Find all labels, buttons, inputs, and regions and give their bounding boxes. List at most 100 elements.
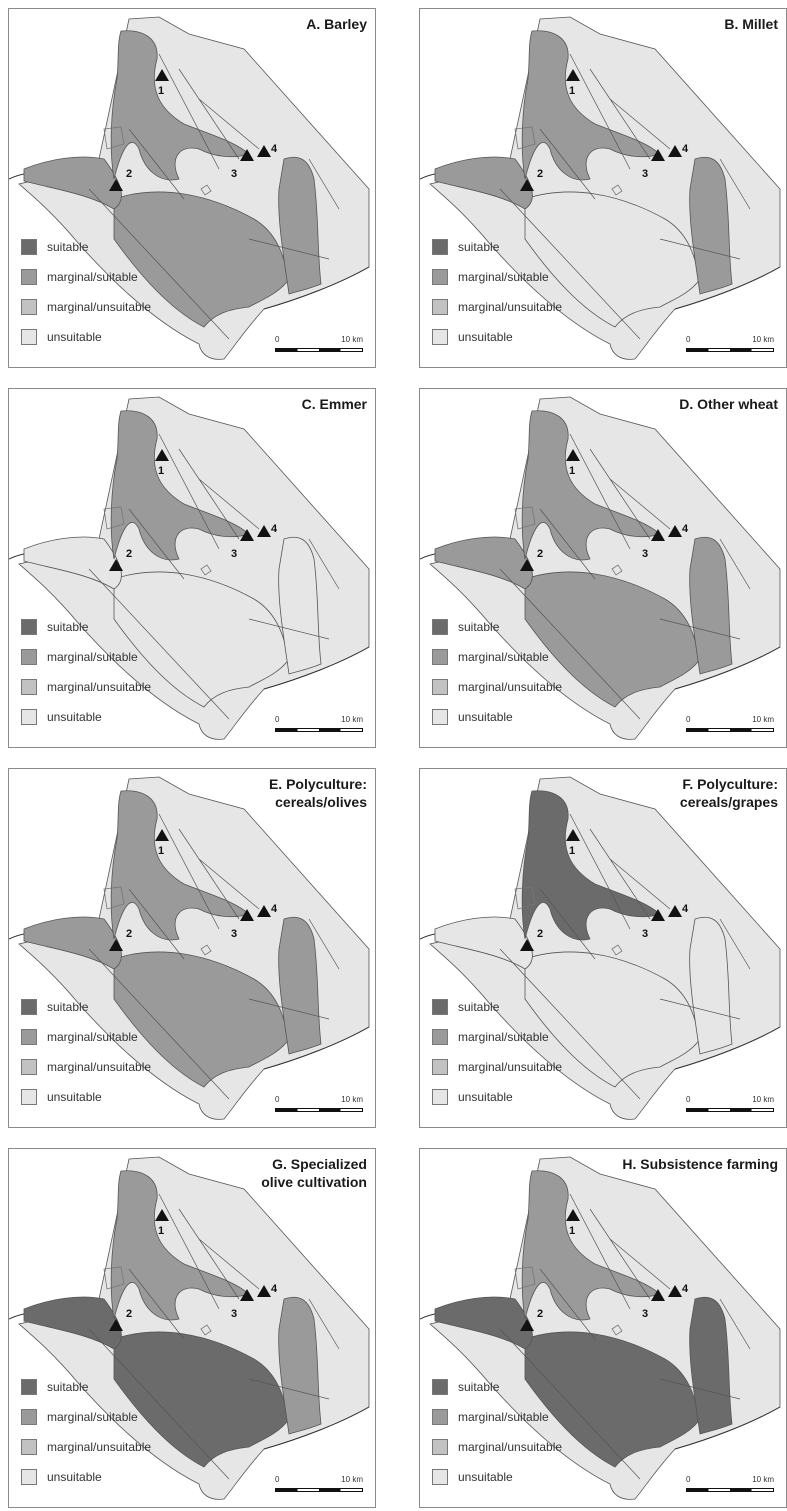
site-1-marker: 1 — [566, 1209, 580, 1237]
scale-max-label: 10 km — [752, 335, 774, 344]
scale-bar-graphic — [275, 1488, 363, 1492]
legend-label: suitable — [458, 1000, 500, 1014]
legend-label: unsuitable — [458, 1090, 513, 1104]
plain-zone — [524, 571, 701, 708]
legend-label: unsuitable — [47, 330, 102, 344]
site-1-label: 1 — [158, 845, 164, 857]
legend-swatch — [21, 1409, 37, 1425]
legend-label: suitable — [47, 1000, 89, 1014]
site-3-marker: 3 — [642, 909, 665, 940]
site-4-marker: 4 — [257, 523, 278, 537]
lagoon-feature — [103, 126, 125, 150]
southern-coastline — [674, 266, 781, 310]
scale-max-label: 10 km — [341, 715, 363, 724]
north-zone — [521, 410, 661, 561]
legend-label: unsuitable — [47, 1470, 102, 1484]
panel-title: A. Barley — [306, 16, 367, 32]
scale-bar-graphic — [686, 1488, 774, 1492]
legend-swatch — [432, 1409, 448, 1425]
site-1-marker: 1 — [155, 449, 169, 477]
north-zone — [110, 790, 250, 941]
legend-label: marginal/suitable — [458, 650, 549, 664]
legend-swatch — [21, 679, 37, 695]
scale-bar-graphic — [686, 1108, 774, 1112]
east-zone — [689, 916, 733, 1055]
map-panel-c: 1 2 3 4 C. Emmer suitable marginal/suita… — [8, 388, 376, 748]
legend-swatch — [21, 709, 37, 725]
scale-zero-label: 0 — [686, 335, 691, 344]
map-svg: 1 2 3 4 — [420, 16, 781, 360]
map-svg: 1 2 3 4 — [9, 16, 370, 360]
map-svg: 1 2 3 4 — [9, 776, 370, 1120]
site-1-label: 1 — [158, 1225, 164, 1237]
map-panel-f: 1 2 3 4 F. Polyculture: cereals/grapes s… — [419, 768, 787, 1128]
site-4-marker: 4 — [257, 903, 278, 917]
site-4-marker: 4 — [257, 1283, 278, 1297]
southern-coastline — [674, 1406, 781, 1450]
map-panel-d: 1 2 3 4 D. Other wheat suitable marginal… — [419, 388, 787, 748]
site-4-label: 4 — [682, 143, 689, 155]
site-2-marker: 2 — [520, 928, 543, 951]
legend-swatch — [432, 329, 448, 345]
legend-swatch — [21, 329, 37, 345]
scale-zero-label: 0 — [686, 1475, 691, 1484]
legend-swatch — [432, 269, 448, 285]
legend-label: marginal/unsuitable — [458, 300, 563, 314]
east-zone — [278, 156, 322, 295]
lagoon-feature — [103, 506, 125, 530]
lagoon-feature — [103, 1266, 125, 1290]
site-4-label: 4 — [682, 523, 689, 535]
legend-label: marginal/unsuitable — [47, 300, 152, 314]
legend-label: unsuitable — [458, 710, 513, 724]
southern-coastline — [674, 1026, 781, 1070]
north-zone — [110, 410, 250, 561]
scale-max-label: 10 km — [341, 335, 363, 344]
site-2-marker: 2 — [520, 168, 543, 191]
east-zone — [278, 1296, 322, 1435]
panel-title: G. Specialized olive cultivation — [261, 1156, 367, 1190]
site-1-label: 1 — [569, 85, 575, 97]
north-zone — [110, 30, 250, 181]
site-3-label: 3 — [231, 168, 237, 180]
scale-zero-label: 0 — [275, 715, 280, 724]
site-2-label: 2 — [537, 928, 543, 940]
scale-zero-label: 0 — [275, 1095, 280, 1104]
map-panel-a: 1 2 3 4 A. Barley suitable marginal/suit… — [8, 8, 376, 368]
legend-swatch — [432, 1379, 448, 1395]
scale-bar: 0 10 km — [275, 1475, 363, 1497]
scale-max-label: 10 km — [341, 1475, 363, 1484]
site-2-label: 2 — [537, 168, 543, 180]
drainage-lines — [88, 813, 340, 1100]
map-svg: 1 2 3 4 — [420, 776, 781, 1120]
scale-bar-graphic — [275, 348, 363, 352]
panel-title: E. Polyculture: cereals/olives — [268, 776, 367, 810]
legend-swatch — [21, 269, 37, 285]
north-zone — [110, 1170, 250, 1321]
small-lagoon-feature — [200, 184, 212, 196]
scale-bar-graphic — [686, 728, 774, 732]
legend-swatch — [21, 1439, 37, 1455]
site-3-label: 3 — [642, 1308, 648, 1320]
lagoon-feature — [514, 126, 536, 150]
legend-swatch — [21, 1059, 37, 1075]
scale-max-label: 10 km — [341, 1095, 363, 1104]
small-lagoon-feature — [611, 1324, 623, 1336]
legend-swatch — [432, 1089, 448, 1105]
site-4-label: 4 — [682, 903, 689, 915]
legend-label: unsuitable — [47, 1090, 102, 1104]
site-4-marker: 4 — [668, 1283, 689, 1297]
site-2-label: 2 — [537, 1308, 543, 1320]
small-lagoon-feature — [200, 944, 212, 956]
site-1-marker: 1 — [155, 69, 169, 97]
site-3-marker: 3 — [642, 149, 665, 180]
map-svg: 1 2 3 4 — [420, 1156, 781, 1500]
site-2-label: 2 — [126, 168, 132, 180]
legend-label: marginal/suitable — [47, 1030, 138, 1044]
site-2-marker: 2 — [109, 548, 132, 571]
site-2-marker: 2 — [109, 1308, 132, 1331]
site-1-marker: 1 — [566, 449, 580, 477]
scale-max-label: 10 km — [752, 715, 774, 724]
site-3-marker: 3 — [642, 1289, 665, 1320]
site-2-marker: 2 — [520, 1308, 543, 1331]
site-3-label: 3 — [231, 548, 237, 560]
